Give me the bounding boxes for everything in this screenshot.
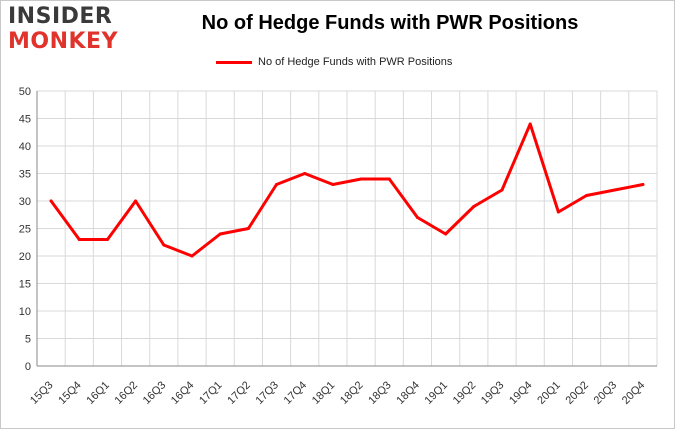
x-tick-label: 18Q4 xyxy=(394,379,422,407)
x-tick-label: 19Q2 xyxy=(451,379,479,407)
x-tick-label: 16Q2 xyxy=(113,379,141,407)
x-tick-labels: 15Q3 15Q4 16Q1 16Q2 16Q3 16Q4 17Q1 17Q2 17Q3 17Q4… xyxy=(28,379,647,407)
x-tick-label: 15Q4 xyxy=(56,379,84,407)
x-tick-label: 15Q3 xyxy=(28,379,56,407)
x-tick-label: 19Q1 xyxy=(423,379,451,407)
x-tick-label: 17Q4 xyxy=(282,379,310,407)
x-tick-label: 19Q4 xyxy=(507,379,535,407)
data-point xyxy=(415,216,419,219)
series-layer xyxy=(49,122,645,258)
x-tick-label: 20Q3 xyxy=(592,379,620,407)
x-tick-label: 17Q1 xyxy=(197,379,225,407)
data-point xyxy=(303,172,307,175)
x-tick-label: 20Q1 xyxy=(535,379,563,407)
logo-line-2: MONKEY xyxy=(8,29,119,54)
x-tick-label: 19Q3 xyxy=(479,379,507,407)
data-point xyxy=(162,243,166,247)
x-tick-label: 18Q3 xyxy=(366,379,394,407)
x-tick-label: 17Q3 xyxy=(253,379,281,407)
data-point xyxy=(77,238,81,241)
y-tick-label: 45 xyxy=(19,114,31,126)
data-point xyxy=(387,177,391,181)
x-tick-label: 16Q4 xyxy=(169,379,197,407)
chart-legend: No of Hedge Funds with PWR Positions xyxy=(216,54,452,70)
y-tick-label: 10 xyxy=(19,306,31,318)
data-point xyxy=(218,232,222,236)
insider-monkey-logo: INSIDER MONKEY xyxy=(8,4,128,54)
y-tick-label: 30 xyxy=(19,196,31,208)
x-tick-label: 16Q3 xyxy=(141,379,169,407)
y-tick-label: 15 xyxy=(19,279,31,291)
y-tick-label: 5 xyxy=(25,334,31,346)
data-point xyxy=(359,177,363,181)
data-point xyxy=(613,188,617,192)
y-tick-label: 0 xyxy=(25,361,31,373)
data-point xyxy=(134,199,138,203)
data-point xyxy=(105,238,109,241)
logo-line-1: INSIDER xyxy=(8,4,113,29)
data-point xyxy=(556,210,560,214)
y-tick-label: 25 xyxy=(19,224,31,236)
series-line-0 xyxy=(49,122,645,258)
x-tick-label: 20Q4 xyxy=(620,379,648,407)
axes xyxy=(36,91,657,367)
legend-swatch xyxy=(216,60,252,64)
x-tick-label: 17Q2 xyxy=(225,379,253,407)
y-tick-label: 35 xyxy=(19,169,31,181)
data-point xyxy=(472,205,476,208)
data-point xyxy=(585,194,589,197)
y-tick-labels: 0 5 10 15 20 25 30 35 40 45 50 xyxy=(19,86,31,373)
x-tick-label: 18Q2 xyxy=(338,379,366,407)
data-point xyxy=(528,122,532,126)
data-point xyxy=(641,183,645,186)
y-tick-label: 20 xyxy=(19,251,31,263)
grid-lines xyxy=(36,90,658,367)
data-point xyxy=(190,254,194,258)
x-tick-label: 20Q2 xyxy=(563,379,591,407)
data-point xyxy=(331,183,335,186)
x-tick-label: 18Q1 xyxy=(310,379,338,407)
legend-label: No of Hedge Funds with PWR Positions xyxy=(258,56,453,68)
data-point xyxy=(275,183,279,186)
data-point xyxy=(246,227,250,230)
x-tick-label: 16Q1 xyxy=(84,379,112,407)
data-point xyxy=(49,199,53,203)
y-tick-label: 50 xyxy=(19,86,31,98)
chart-title: No of Hedge Funds with PWR Positions xyxy=(201,12,579,34)
data-point xyxy=(500,188,504,192)
data-point xyxy=(444,232,448,236)
y-tick-label: 40 xyxy=(19,141,31,153)
